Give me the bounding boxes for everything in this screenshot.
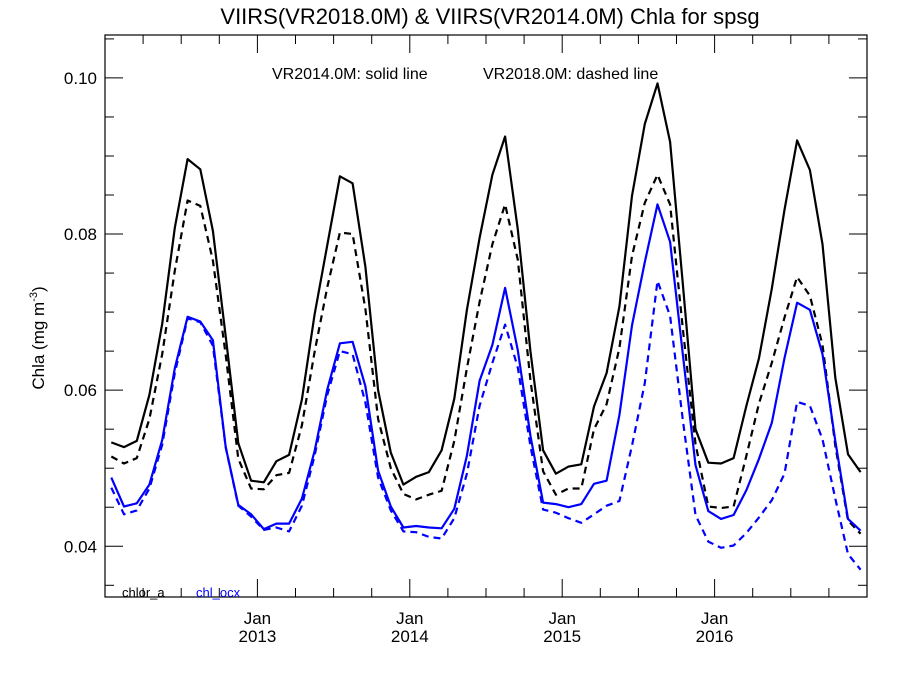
legend-item-chlor-a: chlor_a <box>122 585 165 600</box>
series-line-chlor-a-vr2018-0m <box>110 173 862 535</box>
x-tick-label-month: Jan <box>701 609 728 628</box>
x-tick-label-year: 2014 <box>391 627 429 646</box>
x-tick-label-month: Jan <box>396 609 423 628</box>
y-axis-label: Chla (mg m-3) <box>28 286 48 389</box>
x-tick-label-year: 2016 <box>696 627 734 646</box>
x-tick-label-month: Jan <box>244 609 271 628</box>
chart-title: VIIRS(VR2018.0M) & VIIRS(VR2014.0M) Chla… <box>220 4 759 29</box>
x-tick-label-year: 2013 <box>238 627 276 646</box>
y-axis-label-main: Chla (mg m <box>29 302 48 390</box>
y-tick-label: 0.06 <box>64 381 97 400</box>
annotation-dashed-line: VR2018.0M: dashed line <box>483 66 658 83</box>
y-axis-label-superscript: -3 <box>28 292 40 302</box>
plot-border <box>104 34 868 598</box>
axis-ticks: 0.040.060.080.10Jan2013Jan2014Jan2015Jan… <box>64 35 867 646</box>
x-tick-label-month: Jan <box>548 609 575 628</box>
annotation-solid-line: VR2014.0M: solid line <box>272 66 428 83</box>
series-line-chl-ocx-vr2014-0m <box>110 203 862 532</box>
series-line-chlor-a-vr2014-0m <box>110 82 862 486</box>
y-tick-label: 0.08 <box>64 225 97 244</box>
y-axis-label-close: ) <box>29 286 48 292</box>
y-tick-label: 0.10 <box>64 69 97 88</box>
x-tick-label-year: 2015 <box>543 627 581 646</box>
legend-item-chl-ocx: chl_ocx <box>196 585 241 600</box>
series-layer <box>110 82 862 571</box>
plot-frame <box>104 34 868 598</box>
y-tick-label: 0.04 <box>64 537 97 556</box>
